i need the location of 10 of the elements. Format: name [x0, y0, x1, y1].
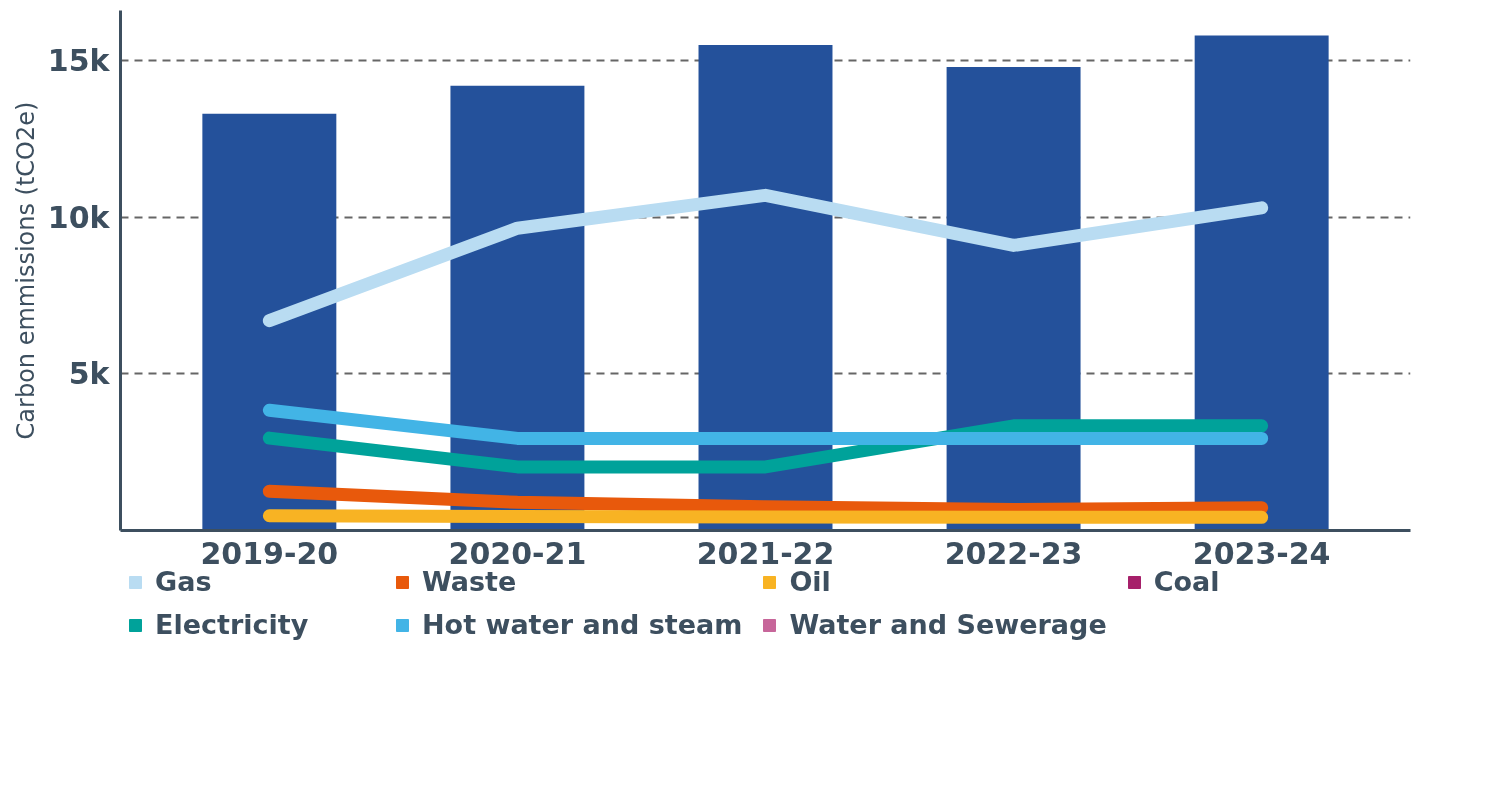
y-tick-label: 15k	[47, 43, 111, 79]
y-tick-label: 5k	[68, 356, 111, 392]
x-tick-label: 2022-23	[944, 535, 1083, 571]
bar	[202, 113, 337, 531]
legend-label: Water and Sewerage	[789, 609, 1107, 640]
bar	[1194, 35, 1329, 531]
legend-label: Hot water and steam	[422, 609, 743, 640]
legend-label: Electricity	[155, 609, 310, 640]
y-axis-title: Carbon emmissions (tCO2e)	[11, 101, 40, 440]
y-tick-label: 10k	[47, 199, 111, 235]
